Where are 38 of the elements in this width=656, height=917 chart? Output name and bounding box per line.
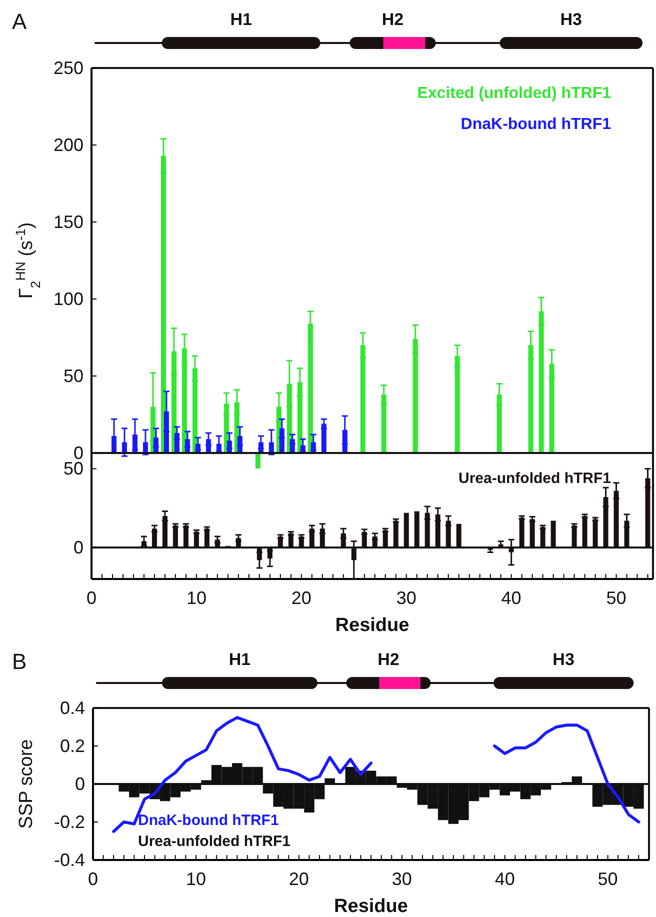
text: H3 bbox=[552, 650, 574, 669]
x-axis-title: Residue bbox=[334, 896, 408, 917]
y-tick-label: 50 bbox=[63, 366, 84, 386]
text: B bbox=[12, 649, 27, 674]
y-tick-label: 0.2 bbox=[60, 736, 85, 756]
x-tick-label: 20 bbox=[291, 588, 312, 608]
text: H1 bbox=[228, 650, 251, 669]
x-axis-title: Residue bbox=[335, 615, 410, 636]
text: H3 bbox=[560, 10, 582, 29]
x-tick-label: 20 bbox=[288, 868, 309, 889]
x-tick-label: 10 bbox=[186, 868, 206, 889]
y-tick-label: 150 bbox=[53, 212, 84, 232]
x-tick-label: 10 bbox=[186, 588, 206, 608]
y-tick-label: -0.4 bbox=[54, 850, 85, 870]
text: H1 bbox=[230, 10, 252, 29]
x-tick-label: 40 bbox=[494, 868, 515, 889]
x-tick-label: 50 bbox=[598, 868, 618, 889]
x-tick-label: 50 bbox=[606, 588, 626, 608]
series-label: Urea-unfolded hTRF1 bbox=[138, 833, 290, 850]
y-tick-label: 250 bbox=[53, 58, 84, 78]
text: Excited (unfolded) hTRF1 bbox=[417, 85, 612, 102]
x-tick-label: 40 bbox=[501, 588, 522, 608]
text: A bbox=[12, 9, 27, 34]
y-tick-label: 100 bbox=[53, 288, 84, 309]
x-tick-label: 30 bbox=[392, 868, 412, 889]
y-axis-title: SSP score bbox=[16, 739, 37, 829]
series-label: Urea-unfolded hTRF1 bbox=[458, 470, 611, 487]
text: DnaK-bound hTRF1 bbox=[460, 116, 612, 133]
text: H2 bbox=[378, 650, 400, 669]
y-tick-label: 0 bbox=[73, 537, 84, 558]
series-label: DnaK-bound hTRF1 bbox=[138, 812, 279, 829]
y-tick-label: -0.2 bbox=[54, 812, 85, 832]
x-tick-label: 30 bbox=[396, 588, 416, 608]
y-tick-label: 200 bbox=[53, 134, 84, 155]
x-tick-label: 0 bbox=[88, 868, 98, 889]
y-tick-label: 0 bbox=[74, 774, 85, 794]
y-tick-label: 0.4 bbox=[60, 698, 85, 718]
text: H2 bbox=[382, 10, 404, 29]
